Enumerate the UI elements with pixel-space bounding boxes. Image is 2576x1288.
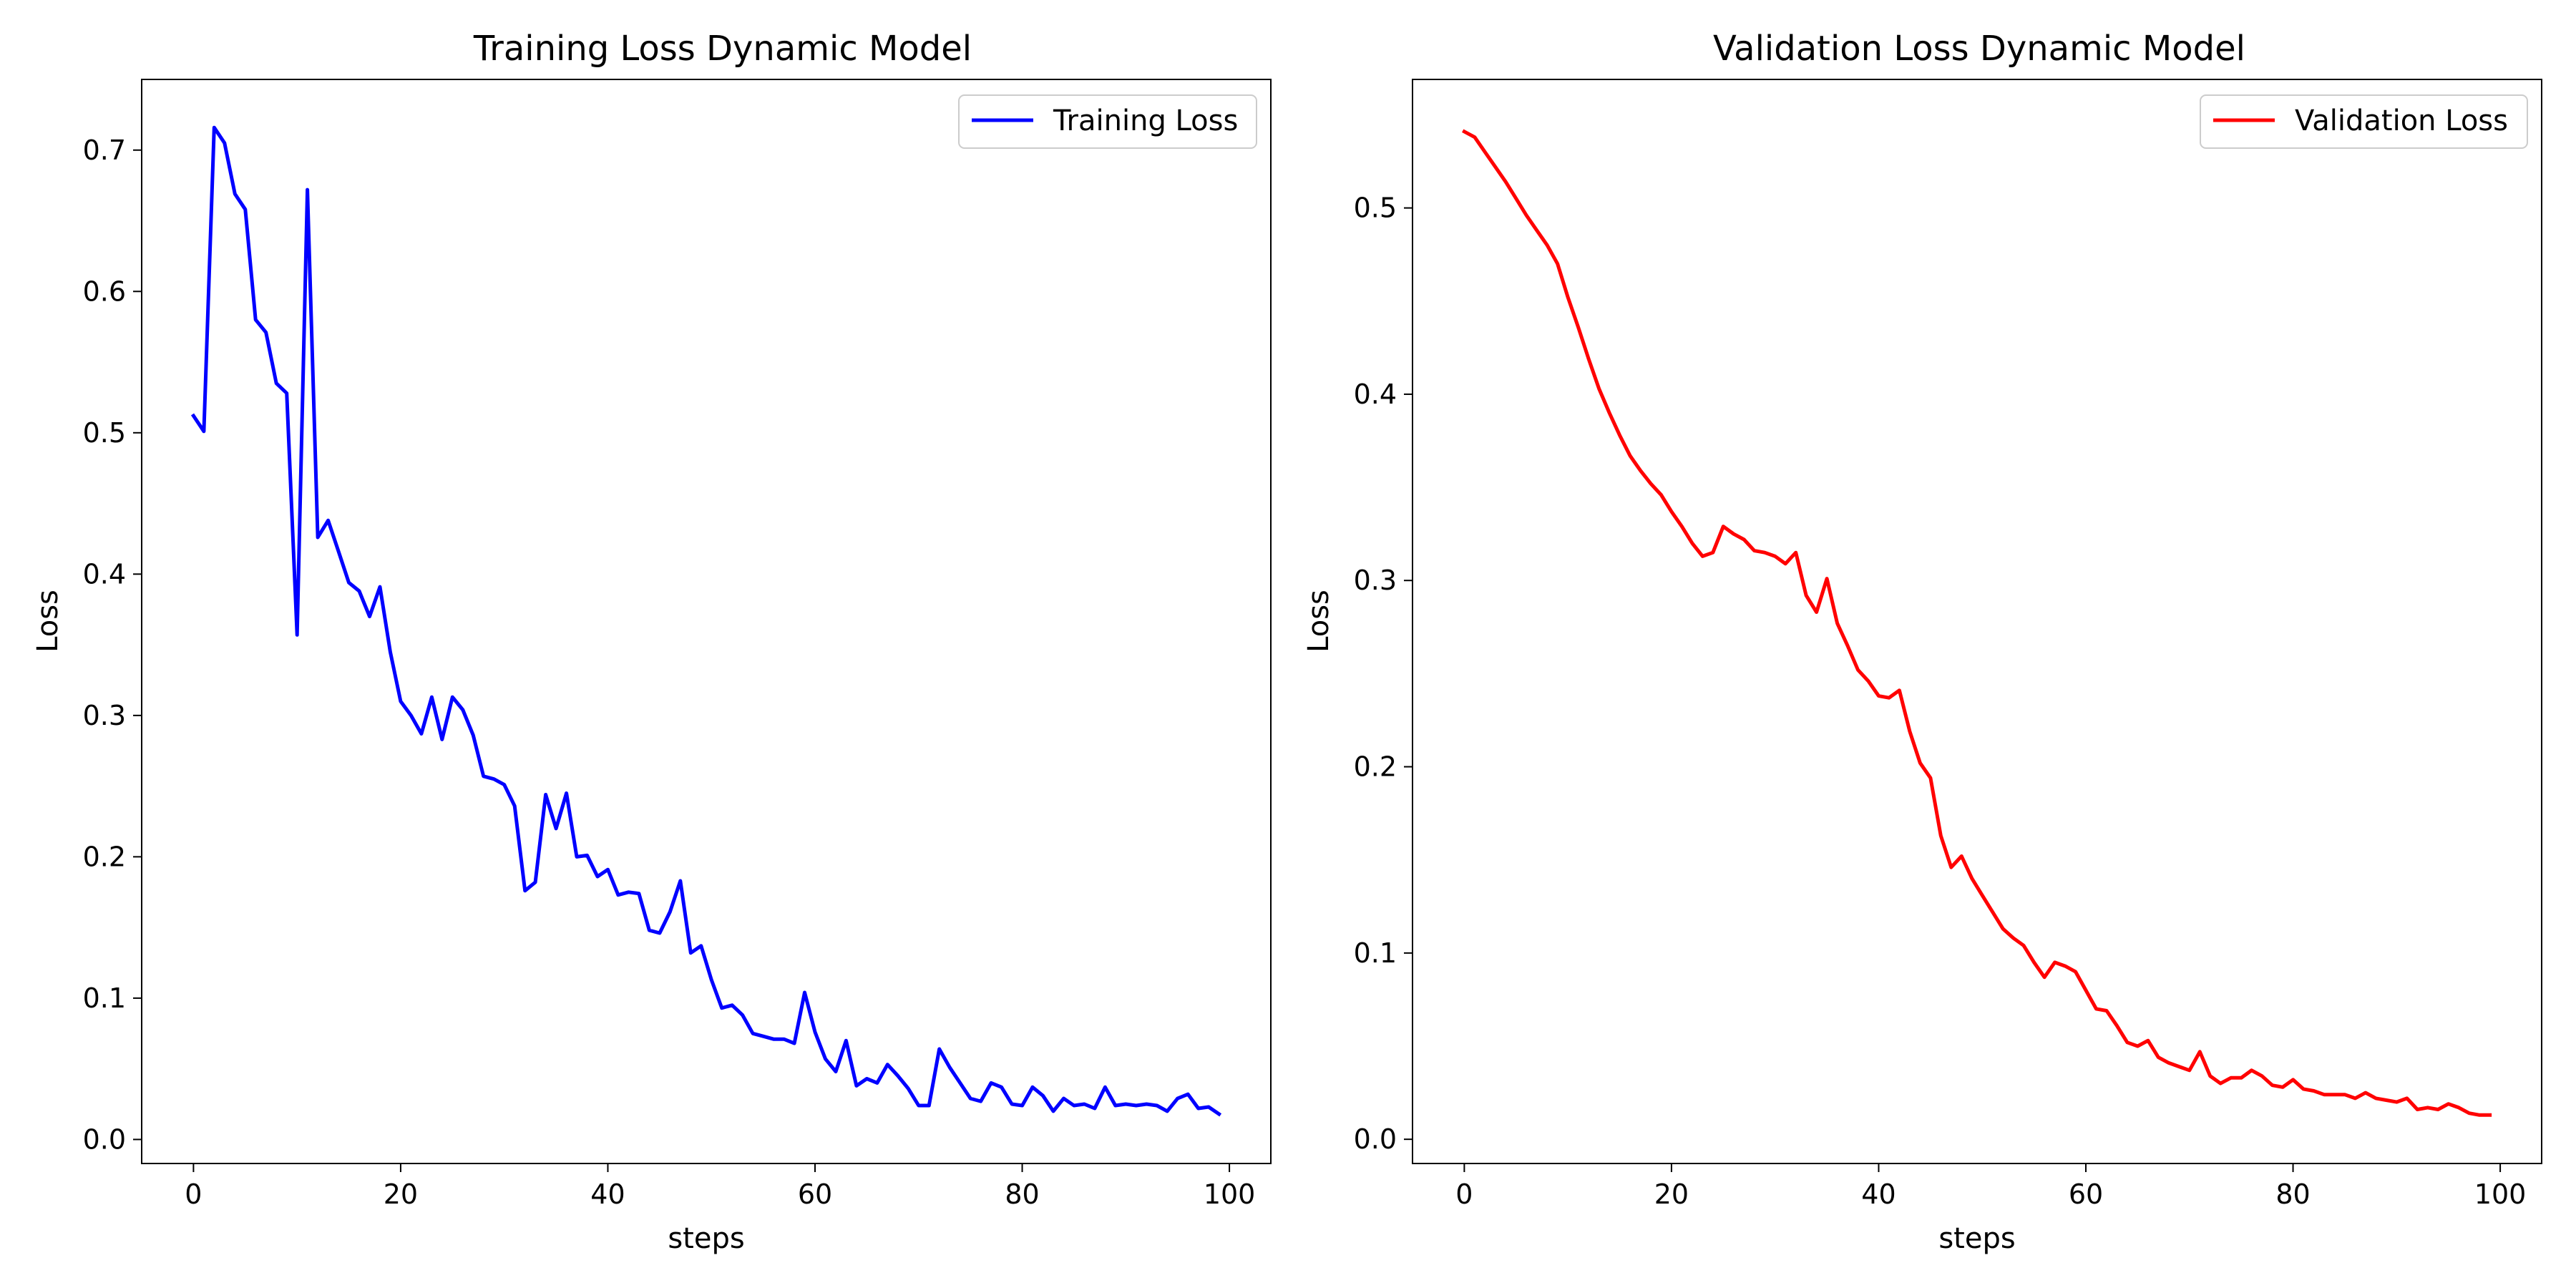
axes-frame — [141, 79, 1272, 1164]
y-tick-label: 0.2 — [83, 841, 126, 872]
y-tick-label: 0.1 — [83, 982, 126, 1014]
x-tick-label: 100 — [2474, 1179, 2527, 1210]
validation-loss-panel: Validation Loss Dynamic Model 0 20 40 60 80 1… — [1302, 29, 2542, 1255]
x-axis-label: steps — [1938, 1222, 2015, 1255]
plot-area — [190, 125, 1222, 1117]
x-axis-label: steps — [668, 1222, 744, 1255]
x-tick-label: 40 — [1861, 1179, 1896, 1210]
x-tick-label: 80 — [2275, 1179, 2310, 1210]
y-tick-label: 0.0 — [1354, 1123, 1397, 1155]
y-tick-label: 0.7 — [83, 135, 126, 166]
series-line — [190, 125, 1222, 1117]
y-axis: 0.0 0.1 0.2 0.3 0.4 0.5 — [1354, 192, 1413, 1155]
x-axis: 0 20 40 60 80 100 — [1455, 1163, 2526, 1210]
y-tick-label: 0.5 — [1354, 192, 1397, 224]
legend-box — [2200, 94, 2528, 149]
y-tick-label: 0.2 — [1354, 751, 1397, 783]
x-tick-label: 20 — [384, 1179, 418, 1210]
x-tick-label: 0 — [1455, 1179, 1473, 1210]
chart-title: Validation Loss Dynamic Model — [1713, 29, 2245, 69]
chart-title: Training Loss Dynamic Model — [473, 29, 972, 69]
y-tick-label: 0.3 — [83, 700, 126, 731]
y-tick-label: 0.0 — [83, 1123, 126, 1155]
y-tick-label: 0.4 — [83, 558, 126, 590]
y-axis-label: Loss — [31, 590, 64, 653]
x-tick-label: 100 — [1204, 1179, 1256, 1210]
series-line — [1462, 129, 2492, 1117]
x-tick-label: 80 — [1005, 1179, 1039, 1210]
legend-box — [958, 94, 1257, 149]
axes-frame — [1412, 79, 2542, 1164]
y-tick-label: 0.3 — [1354, 565, 1397, 596]
x-tick-label: 0 — [185, 1179, 202, 1210]
y-tick-label: 0.1 — [1354, 937, 1397, 969]
y-axis: 0.0 0.1 0.2 0.3 0.4 0.5 0.6 0.7 — [83, 135, 142, 1155]
legend-label: Training Loss — [1053, 104, 1238, 137]
plot-area — [1462, 129, 2492, 1117]
x-tick-label: 40 — [590, 1179, 625, 1210]
x-tick-label: 20 — [1654, 1179, 1689, 1210]
x-tick-label: 60 — [798, 1179, 832, 1210]
y-tick-label: 0.5 — [83, 417, 126, 449]
y-tick-label: 0.6 — [83, 275, 126, 307]
training-loss-panel: Training Loss Dynamic Model 0 20 40 60 80 100… — [31, 29, 1272, 1255]
y-tick-label: 0.4 — [1354, 379, 1397, 410]
y-axis-label: Loss — [1302, 590, 1335, 653]
x-tick-label: 60 — [2069, 1179, 2103, 1210]
x-axis: 0 20 40 60 80 100 — [185, 1163, 1255, 1210]
legend: Validation Loss — [2200, 94, 2528, 149]
legend: Training Loss — [958, 94, 1257, 149]
legend-label: Validation Loss — [2295, 104, 2508, 137]
